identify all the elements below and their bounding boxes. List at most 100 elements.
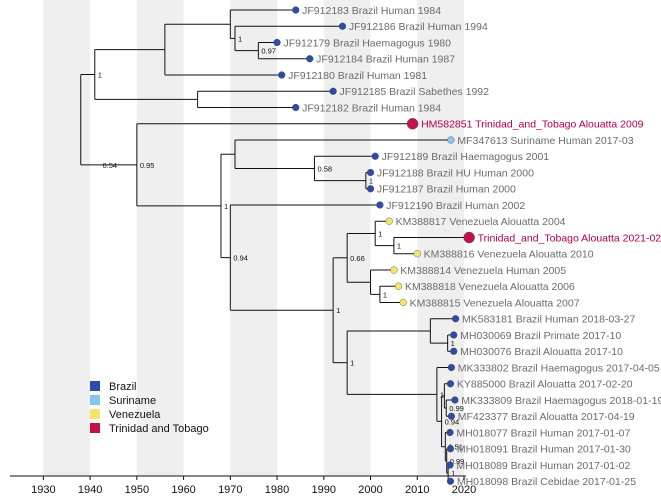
support-value: 0.95 [140,161,155,170]
tip-node [366,185,375,193]
tip-node [450,347,458,355]
tip-node [447,363,455,372]
support-value: 0.58 [317,164,332,173]
country-legend: Brazil Suriname Venezuela Trinidad and Toba… [90,381,209,435]
tip-label: JF912187 Brazil Human 2000 [377,184,516,196]
tip-node [446,445,455,453]
tip-node [451,315,460,323]
support-value: 0.51 [448,443,463,452]
legend-swatch [90,423,100,433]
tip-label: MH018091 Brazil Human 2017-01-30 [457,444,631,456]
tip-node [446,477,455,485]
tip-node [306,55,314,63]
tip-label: HM582851 Trinidad_and_Tobago Alouatta 20… [421,119,644,131]
tip-label: KM388818 Venezuela Alouatta 2006 [405,281,575,293]
tip-label: JF912188 Brazil HU Human 2000 [377,167,534,179]
tip-node [413,250,421,258]
tip-node [463,231,475,244]
tip-label: KM388817 Venezuela Alouatta 2004 [396,216,566,228]
support-value: 1 [378,229,382,238]
tip-label: KM388816 Venezuela Alouatta 2010 [424,249,594,261]
tip-node [446,380,455,388]
axis-tick-label: 1990 [312,484,336,496]
decade-band [43,0,91,476]
tip-node [451,396,459,404]
tip-node [447,136,455,144]
tip-label: MH030076 Brazil Alouatta 2017-10 [460,346,623,358]
tip-label: MK333802 Brazil Haemagogus 2017-04-05 [458,362,660,374]
tip-node [329,87,337,95]
tip-node [292,103,300,112]
legend-label: Trinidad and Tobago [109,423,209,435]
legend-swatch [90,395,100,405]
support-value: 1 [451,339,455,348]
axis-tick-label: 1980 [265,484,289,496]
support-value: 0.66 [350,254,365,263]
axis-tick-label: 2010 [405,484,429,496]
tip-label: JF912180 Brazil Human 1981 [288,70,427,82]
tip-node [338,22,347,30]
tip-node [385,217,393,225]
tip-node [371,152,379,160]
tip-label: MF423377 Brazil Alouatta 2017-04-19 [458,411,635,423]
tip-node [399,298,407,307]
tip-node [292,6,300,14]
tip-label: MK333809 Brazil Haemagogus 2018-01-19 [461,395,661,407]
legend-swatch [90,409,100,419]
tip-label: JF912186 Brazil Human 1994 [349,21,488,33]
axis-tick-label: 2020 [452,484,476,496]
tip-label: MH018098 Brazil Cebidae 2017-01-25 [457,476,636,488]
tip-label: JF912189 Brazil Haemagogus 2001 [382,151,550,163]
support-value: 0.94 [445,417,460,426]
tip-label: JF912190 Brazil Human 2002 [386,200,525,212]
tip-label: Trinidad_and_Tobago Alouatta 2021-02-08 [478,232,661,244]
tip-label: KM388814 Venezuela Human 2005 [400,265,566,277]
tip-node [390,266,398,274]
support-value: 1 [369,177,373,186]
tip-labels: JF912183 Brazil Human 1984 JF912186 Brazi… [283,5,661,488]
support-value: 1 [383,290,387,299]
tip-node [450,331,458,339]
support-value: 1 [397,242,401,251]
decade-band [136,0,184,476]
support-value: 0.54 [102,161,117,170]
support-value: 1 [98,70,102,79]
axis-tick-label: 1940 [78,484,102,496]
axis-tick-label: 2000 [358,484,382,496]
tip-label: MH018077 Brazil Human 2017-01-07 [456,427,630,439]
support-value: 1 [336,306,340,315]
axis-tick-label: 1950 [125,484,149,496]
time-axis: 1930 1940 1950 1960 1970 1980 1990 2000 2010 2020 [10,475,476,496]
legend-swatch [90,381,100,391]
tip-label: MH030069 Brazil Primate 2017-10 [460,330,621,342]
tip-label: JF912183 Brazil Human 1984 [302,5,441,17]
decade-band [230,0,278,476]
support-value: 1 [224,202,228,211]
tip-label: MK583181 Brazil Human 2018-03-27 [462,314,636,326]
tip-label: KY885000 Brazil Alouatta 2017-02-20 [457,379,633,391]
tip-node [446,461,454,469]
tip-node [376,201,384,209]
tip-node [278,71,286,79]
tip-node [394,282,403,290]
support-value: 1 [440,390,444,399]
support-value: 1 [350,359,354,368]
legend-label: Venezuela [109,409,161,421]
axis-tick-label: 1930 [31,484,55,496]
support-value: 1 [451,469,455,478]
support-value: 1 [238,34,242,43]
legend-label: Suriname [109,395,156,407]
tip-label: KM388815 Venezuela Alouatta 2007 [410,297,580,309]
axis-tick-label: 1960 [171,484,195,496]
axis-tick-label: 1970 [218,484,242,496]
tip-node [273,38,281,47]
support-values: 1 1 0.97 0.54 0.95 1 0.58 1 0.94 1 0.66 1 1 1 1 1 1 0.94 0… [98,34,465,478]
support-value: 0.99 [449,404,464,413]
tip-nodes [273,6,475,485]
tip-label: JF912179 Brazil Haemagogus 1980 [283,37,451,49]
tree-branches [80,9,470,482]
legend-label: Brazil [109,381,137,393]
tip-node [447,412,455,420]
tip-label: JF912182 Brazil Human 1984 [302,102,441,114]
